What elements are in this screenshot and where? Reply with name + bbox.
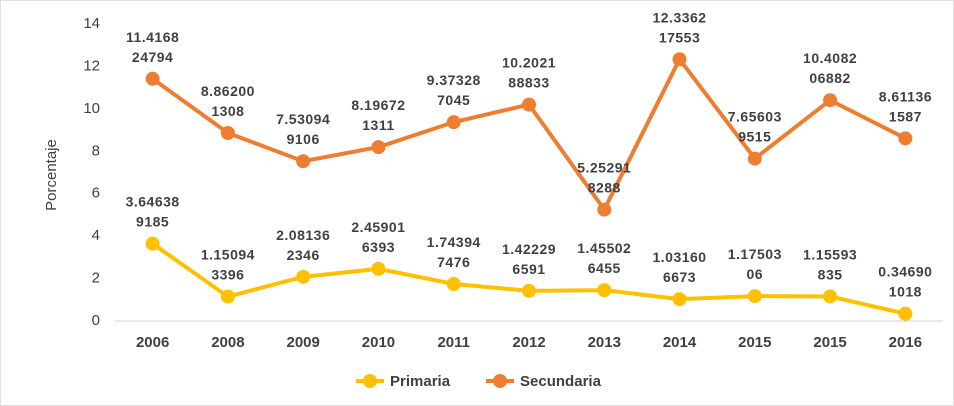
x-tick-label: 2006 <box>136 334 169 351</box>
x-tick-label: 2014 <box>663 334 697 351</box>
point <box>597 283 612 298</box>
point <box>823 289 838 304</box>
x-tick-label: 2009 <box>286 334 319 351</box>
data-label: 1.74394 7476 <box>427 234 481 270</box>
point <box>145 236 160 251</box>
y-tick-label: 10 <box>83 100 100 117</box>
data-label: 1.42229 6591 <box>502 241 556 277</box>
point <box>522 283 536 298</box>
data-label: 7.53094 9106 <box>276 111 330 147</box>
data-label: 1.17503 06 <box>728 246 782 282</box>
data-label: 8.86200 1308 <box>201 83 255 119</box>
data-label: 10.4082 06882 <box>803 50 857 86</box>
point <box>220 289 235 304</box>
point <box>371 140 386 155</box>
point <box>220 125 235 140</box>
data-label: 2.45901 6393 <box>351 219 405 255</box>
point <box>597 202 612 217</box>
data-label: 1.45502 6455 <box>577 240 631 276</box>
y-tick-label: 12 <box>83 57 100 74</box>
point <box>672 292 687 307</box>
y-tick-label: 8 <box>92 142 100 159</box>
x-tick-label: 2015 <box>813 334 846 351</box>
x-tick-label: 2008 <box>211 334 244 351</box>
point <box>823 93 838 108</box>
y-tick-label: 14 <box>83 15 100 32</box>
x-tick-label: 2010 <box>362 334 395 351</box>
point <box>371 261 386 276</box>
data-label: 5.25291 8288 <box>577 159 631 195</box>
point <box>672 52 687 67</box>
legend-label: Secundaria <box>520 373 602 390</box>
legend-marker <box>493 374 508 388</box>
point <box>747 289 762 304</box>
x-tick-label: 2015 <box>738 334 771 351</box>
legend-label: Primaria <box>390 373 451 390</box>
data-label: 12.3362 17553 <box>652 9 706 45</box>
point <box>522 97 536 112</box>
data-label: 7.65603 9515 <box>728 108 782 144</box>
x-tick-label: 2016 <box>889 334 922 351</box>
point <box>296 154 311 169</box>
data-label: 10.2021 88833 <box>502 54 556 90</box>
point <box>898 306 913 321</box>
data-label: 1.15593 835 <box>803 246 857 282</box>
data-label: 8.61136 1587 <box>879 88 932 124</box>
y-axis-label: Porcentaje <box>43 139 60 211</box>
point <box>898 131 913 146</box>
data-label: 3.64638 9185 <box>126 193 180 229</box>
y-tick-label: 6 <box>92 185 100 202</box>
data-label: 9.37328 7045 <box>427 72 481 108</box>
point <box>296 269 311 284</box>
data-label: 1.03160 6673 <box>652 249 706 285</box>
point <box>145 71 160 86</box>
point <box>747 151 762 166</box>
x-tick-label: 2013 <box>588 334 621 351</box>
data-label: 0.34690 1018 <box>878 263 932 299</box>
y-tick-label: 4 <box>92 227 100 244</box>
x-tick-label: 2011 <box>437 334 470 351</box>
point <box>446 277 461 292</box>
data-label: 1.15094 3396 <box>201 246 255 282</box>
y-tick-label: 0 <box>92 312 100 329</box>
data-label: 11.4168 24794 <box>126 29 179 65</box>
data-label: 8.19672 1311 <box>351 97 405 133</box>
y-tick-label: 2 <box>92 270 100 287</box>
data-label: 2.08136 2346 <box>276 227 330 263</box>
x-tick-label: 2012 <box>512 334 545 351</box>
legend-marker <box>363 374 377 388</box>
point <box>446 115 461 130</box>
